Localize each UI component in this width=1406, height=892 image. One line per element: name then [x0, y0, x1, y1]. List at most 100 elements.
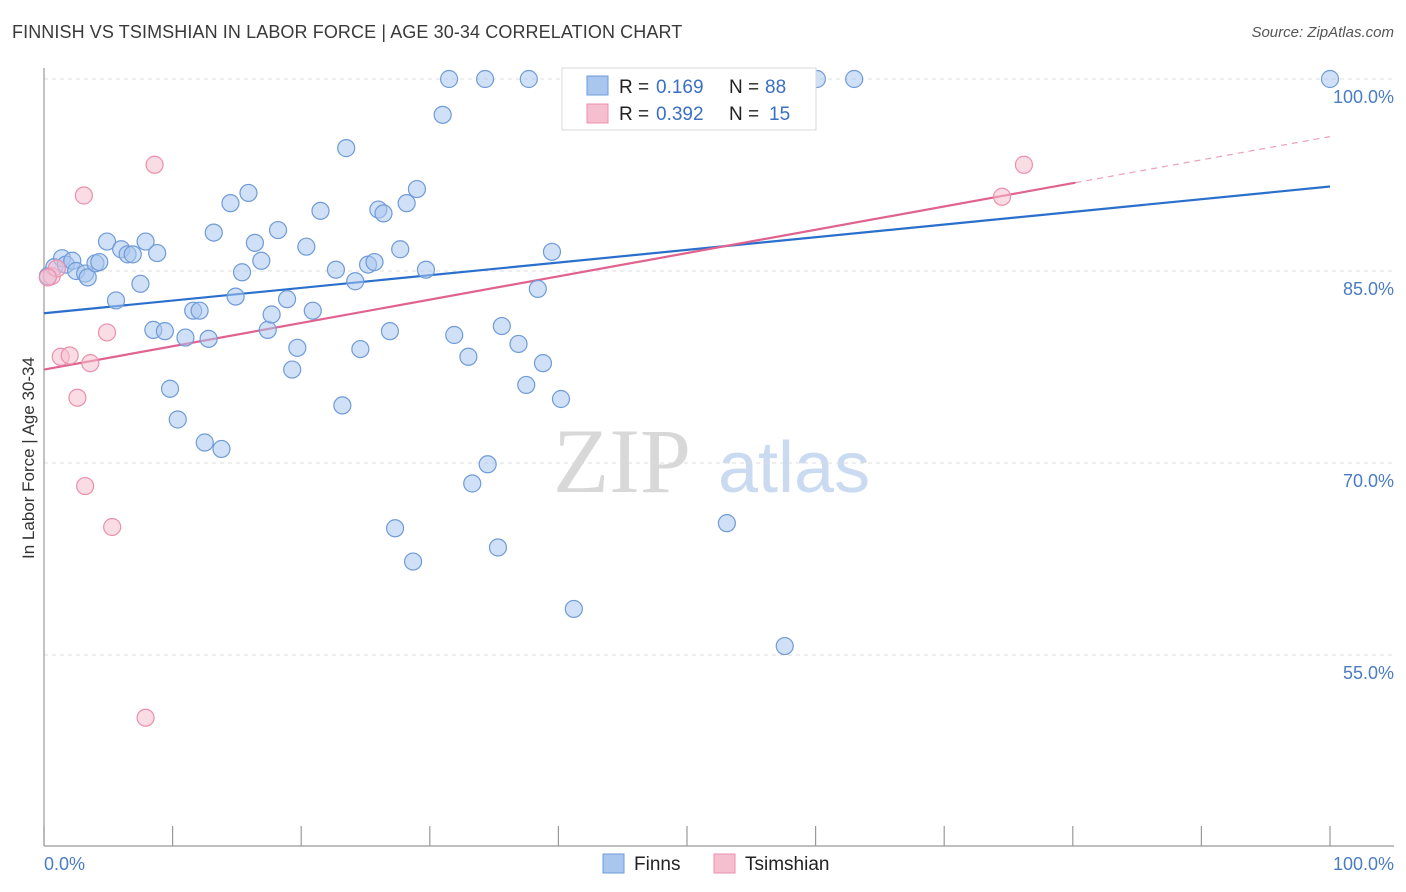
finns-point	[268, 220, 288, 240]
tsimshian-r-label: R =	[619, 104, 649, 125]
finns-point	[551, 389, 571, 409]
finns-r-value: 0.169	[656, 77, 704, 98]
tsimshian-point	[97, 323, 117, 342]
tsimshian-point	[60, 346, 79, 365]
finns-point	[433, 105, 452, 124]
finns-point	[199, 329, 218, 348]
finns-point	[509, 334, 528, 354]
tsimshian-point	[103, 517, 122, 537]
finns-point	[385, 519, 405, 538]
finns-point	[136, 232, 155, 251]
finns-point	[380, 322, 400, 341]
y-axis-label: In Labor Force | Age 30-34	[19, 357, 38, 559]
finns-point	[245, 233, 265, 252]
y-tick-label: 70.0%	[1343, 471, 1394, 491]
tsimshian-point	[38, 268, 57, 287]
finns-point	[517, 375, 536, 395]
tsimshian-point	[68, 388, 87, 407]
y-tick-labels: 55.0% 70.0% 85.0% 100.0%	[1333, 87, 1394, 683]
finns-point	[148, 243, 167, 263]
finns-point	[333, 396, 352, 415]
finns-point	[190, 301, 209, 320]
stats-legend: R = 0.169 N = 88 R = 0.392 N = 15	[561, 67, 817, 131]
finns-point	[478, 455, 497, 474]
finns-point	[212, 439, 231, 459]
finns-point	[131, 274, 150, 293]
scatter-points	[38, 69, 1340, 727]
finns-point	[252, 251, 271, 270]
finns-point	[416, 260, 436, 279]
tsimshian-r-value: 0.392	[656, 104, 704, 125]
finns-point	[463, 474, 482, 493]
tsimshian-point	[81, 354, 100, 373]
finns-point	[168, 410, 187, 429]
finns-point	[564, 599, 583, 619]
tsimshian-legend-swatch	[586, 103, 609, 124]
finns-point	[176, 328, 195, 347]
finns-point	[391, 240, 410, 259]
finns-point	[397, 194, 416, 213]
finns-point	[232, 263, 252, 282]
finns-n-value: 88	[765, 77, 786, 98]
finns-point	[277, 290, 297, 309]
finns-point	[221, 194, 240, 213]
finns-legend-swatch	[586, 75, 609, 96]
finns-point	[226, 287, 245, 306]
x-axis-ticks	[43, 826, 1331, 846]
finns-point	[297, 237, 316, 256]
finns-point	[288, 338, 307, 357]
tsimshian-trend-extension	[1075, 136, 1331, 184]
finns-point	[311, 201, 330, 220]
source-credit: Source: ZipAtlas.com	[1251, 24, 1394, 41]
finns-point	[195, 433, 214, 452]
watermark-zip: ZIP	[553, 410, 691, 512]
finns-point	[239, 183, 258, 203]
tsimshian-trend-line	[43, 181, 1076, 371]
finns-trend-line	[43, 185, 1331, 315]
tsimshian-n-label: N =	[729, 104, 759, 125]
tsimshian-series-label: Tsimshian	[745, 854, 829, 875]
tsimshian-point	[1014, 155, 1034, 174]
finns-point	[160, 379, 180, 398]
tsimshian-point	[145, 155, 164, 174]
finns-point	[258, 320, 277, 339]
finns-point	[97, 232, 117, 251]
finns-point	[90, 252, 109, 272]
finns-series-label: Finns	[634, 854, 680, 875]
finns-point	[374, 204, 393, 223]
finns-point	[439, 69, 459, 89]
tsimshian-series-swatch	[713, 853, 736, 874]
tsimshian-point	[76, 476, 95, 496]
finns-point	[407, 179, 427, 199]
chart-title: FINNISH VS TSIMSHIAN IN LABOR FORCE | AG…	[12, 22, 683, 42]
series-legend: Finns Tsimshian	[602, 853, 829, 875]
finns-point	[365, 252, 384, 272]
watermark-atlas: atlas	[718, 428, 870, 508]
finns-point	[123, 245, 142, 264]
x-tick-label-max: 100.0%	[1333, 854, 1394, 874]
y-tick-label: 100.0%	[1333, 87, 1394, 107]
finns-point	[492, 316, 511, 336]
finns-point	[445, 325, 464, 345]
finns-point	[326, 260, 346, 279]
finns-point	[519, 69, 538, 89]
tsimshian-point	[74, 186, 93, 205]
finns-point	[106, 291, 126, 310]
finns-point	[475, 69, 495, 89]
tsimshian-point	[992, 187, 1012, 206]
finns-point	[717, 514, 736, 533]
y-tick-label: 85.0%	[1343, 279, 1394, 299]
tsimshian-n-value: 15	[769, 104, 790, 125]
tsimshian-point	[136, 708, 155, 727]
finns-point	[351, 339, 370, 359]
finns-point	[1320, 69, 1340, 89]
finns-point	[303, 301, 322, 320]
finns-point	[528, 279, 547, 299]
trend-lines	[43, 136, 1331, 371]
finns-point	[262, 305, 281, 324]
finns-point	[346, 272, 365, 291]
finns-point	[533, 354, 553, 373]
finns-point	[204, 223, 223, 242]
x-tick-label-min: 0.0%	[44, 854, 85, 874]
